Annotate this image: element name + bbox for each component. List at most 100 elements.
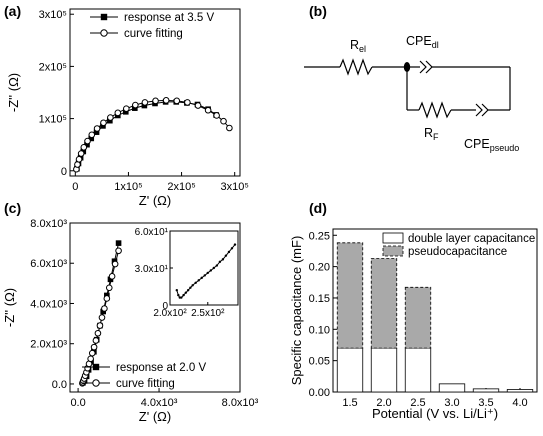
y-tick-label: 3x10⁵	[39, 9, 67, 21]
x-tick-label: 3x10⁵	[220, 181, 248, 193]
inset-data-point	[224, 254, 228, 257]
bar-double-layer	[506, 389, 534, 393]
panel-c-label: (c)	[4, 200, 21, 216]
inset-data-point	[218, 260, 222, 264]
inset-data-point	[194, 281, 197, 284]
legend-label: response at 2.0 V	[116, 362, 206, 374]
circuit-node	[403, 62, 411, 72]
legend-label: curve fitting	[124, 28, 183, 40]
x-tick-label: 1x10⁵	[114, 181, 142, 193]
data-point-open-circle	[194, 102, 202, 109]
y-tick-label: 0.25	[309, 230, 330, 242]
data-point-open-circle	[114, 109, 122, 117]
data-point-open-circle	[226, 124, 233, 132]
data-point-open-circle	[100, 119, 107, 127]
inset-data-point	[212, 266, 216, 270]
data-point-open-circle	[162, 97, 170, 104]
inset-data-point	[184, 291, 188, 294]
r-f-label: RF	[424, 126, 439, 142]
plot-frame	[332, 228, 538, 393]
bar-double-layer	[438, 383, 466, 393]
legend-swatch	[382, 245, 404, 257]
x-tick-label: 8.0x10³	[222, 397, 259, 409]
x-tick-label: 0	[72, 181, 78, 193]
data-point-filled-square	[115, 240, 122, 246]
x-axis-label: Potential (V vs. Li/Li⁺)	[372, 406, 498, 421]
data-point-open-circle	[111, 260, 119, 268]
legend-label: response at 3.5 V	[124, 12, 214, 24]
data-point-open-circle	[88, 349, 96, 357]
panel-d-label: (d)	[309, 200, 327, 216]
x-tick-label: 2.0	[376, 397, 391, 409]
data-point-filled-square	[107, 276, 114, 283]
panel-a-chart: 0 1x10⁵ 2x10⁵ 3x10⁵ 0 1x10⁵ 2x10⁵ 3x10⁵ Z' (Ω) -Z…	[6, 8, 249, 208]
plot-frame	[69, 8, 241, 177]
data-point-open-circle	[184, 99, 191, 106]
data-point-open-circle	[204, 106, 212, 114]
data-point-open-circle	[103, 295, 111, 302]
data-point-open-circle	[84, 137, 91, 145]
panel-a-label: (a)	[4, 3, 21, 19]
data-point-open-circle	[77, 150, 85, 157]
bar-double-layer	[472, 388, 500, 393]
panel-d-chart: 0.00 0.05 0.10 0.15 0.20 0.25 1.5 2.0 2.5 3.0 3.5 4…	[289, 228, 538, 421]
inset-data-point	[206, 271, 209, 275]
x-tick-label: 3.5	[478, 397, 493, 409]
bar-double-layer	[370, 347, 398, 393]
inset-data-point	[177, 293, 180, 297]
bar-double-layer	[336, 347, 364, 393]
cpe-dl-element-b	[425, 60, 433, 74]
inset-data-point	[203, 274, 206, 277]
panel-b-label: (b)	[309, 3, 327, 19]
x-axis-label: Z' (Ω)	[139, 193, 171, 208]
cpe-pseudo-label: CPEpseudo	[464, 137, 519, 153]
inset-data-point	[175, 289, 178, 292]
inset-series-line	[176, 244, 236, 299]
x-tick-label: 1.5	[342, 397, 357, 409]
y-tick-label: 0.0	[52, 379, 67, 391]
y-tick-label: 0.20	[309, 262, 330, 274]
r-el-label: Rel	[350, 38, 366, 54]
cpe-dl-label: CPEdl	[406, 34, 439, 50]
legend-swatch	[382, 232, 404, 244]
inset-data-point	[230, 247, 234, 250]
y-axis-label: -Z'' (Ω)	[6, 73, 21, 112]
legend-label: pseudocapacitance	[408, 246, 507, 258]
bar-pseudocapacitance	[404, 286, 432, 349]
data-point-open-circle	[213, 112, 220, 119]
y-tick-label: 2.0x10³	[30, 339, 67, 351]
y-tick-label: 0.15	[309, 293, 330, 305]
x-tick-label: 4.0x10³	[141, 397, 178, 409]
y-tick-label: 0.00	[309, 387, 330, 399]
legend-label: curve fitting	[116, 378, 175, 390]
data-point-open-circle	[96, 322, 104, 329]
data-point-open-circle	[75, 156, 83, 163]
data-point-open-circle	[132, 101, 139, 109]
x-tick-label: 2x10⁵	[167, 181, 195, 193]
data-point-open-circle	[87, 355, 94, 363]
y-axis-label: -Z'' (Ω)	[2, 288, 17, 327]
bar-double-layer	[404, 347, 432, 393]
data-point-open-circle	[105, 284, 113, 292]
data-point-open-circle	[115, 247, 122, 255]
inset-data-point	[191, 284, 194, 287]
r-f-resistor	[418, 101, 452, 119]
data-point-open-circle	[94, 329, 102, 337]
panel-c-chart: 0.0 4.0x10³ 8.0x10³ 0.0 2.0x10³ 4.0x10³ 6.0x10…	[2, 218, 259, 424]
data-point-open-circle	[93, 125, 101, 132]
y-tick-label: 0.10	[309, 324, 330, 336]
inset-data-point	[189, 286, 192, 289]
inset-data-point	[233, 243, 237, 246]
y-tick-label: 6.0x10³	[30, 258, 67, 270]
series-line-1	[76, 101, 217, 169]
data-point-open-circle	[107, 114, 114, 121]
y-tick-label: 2x10⁵	[39, 61, 67, 73]
data-point-open-circle	[90, 343, 98, 351]
legend-marker	[92, 379, 100, 387]
legend-label: double layer capacitance	[408, 233, 535, 245]
inset-data-point	[180, 296, 183, 299]
r-el-resistor	[339, 58, 373, 76]
data-point-open-circle	[88, 131, 96, 139]
inset-data-point	[200, 276, 203, 280]
